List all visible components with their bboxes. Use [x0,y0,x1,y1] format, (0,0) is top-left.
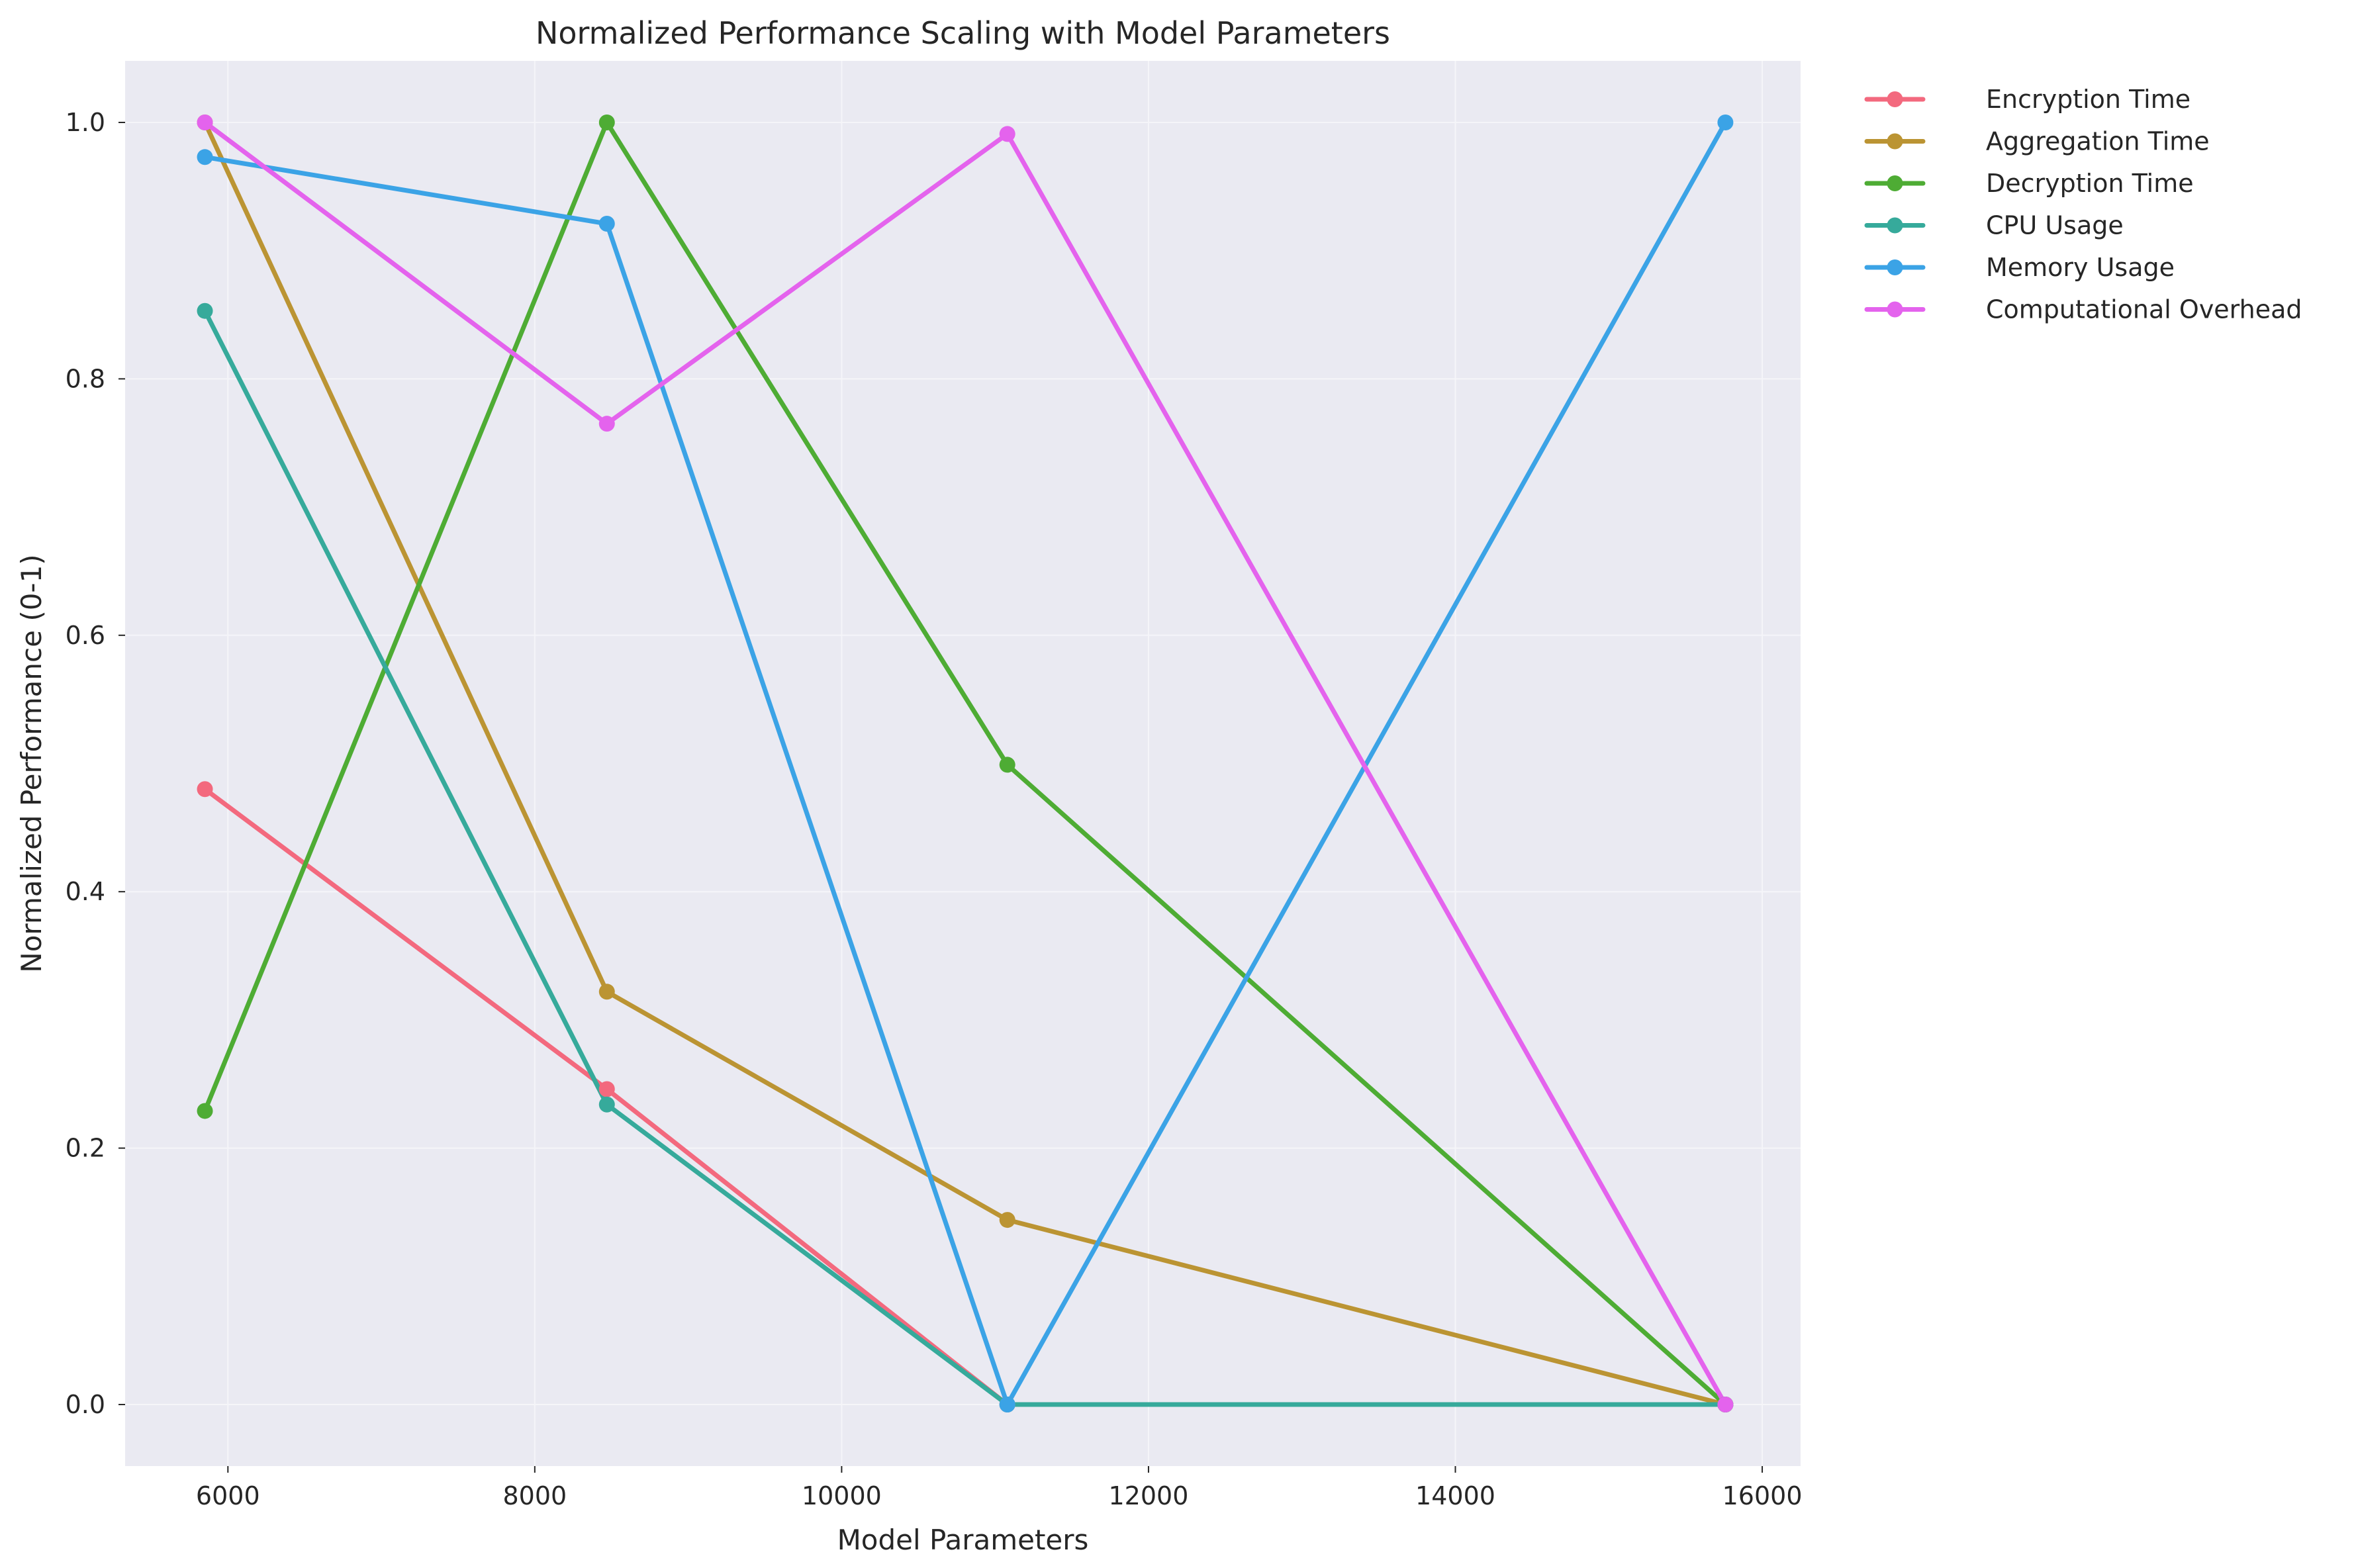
data-point-computational-overhead [197,114,213,130]
y-axis-label: Normalized Performance (0-1) [15,554,48,972]
legend: Encryption Time Aggregation Time Decryptio… [1864,85,2302,324]
data-point-memory-usage [197,149,213,165]
legend-label: Encryption Time [1986,85,2190,114]
data-point-encryption-time [197,781,213,798]
y-axis-ticks: 0.0 0.2 0.4 0.6 0.8 1.0 [66,108,125,1419]
legend-swatch-marker [1887,91,1903,107]
data-point-decryption-time [197,1103,213,1119]
legend-item-aggregation-time: Aggregation Time [1864,127,2210,156]
y-tick-label: 0.2 [66,1134,105,1163]
data-point-cpu-usage [197,302,213,319]
y-tick-label: 0.0 [66,1390,105,1419]
legend-item-computational-overhead: Computational Overhead [1864,295,2302,324]
series-line-cpu-usage [203,308,1728,1407]
series-line-decryption-time [203,120,1728,1407]
data-point-decryption-time [999,757,1015,773]
x-tick-label: 6000 [196,1481,260,1510]
data-point-computational-overhead [1717,1397,1734,1413]
x-tick-label: 8000 [502,1481,567,1510]
legend-item-encryption-time: Encryption Time [1864,85,2190,114]
legend-swatch-marker [1887,175,1903,191]
data-point-encryption-time [598,1081,615,1097]
data-point-computational-overhead [999,126,1015,142]
x-tick-label: 16000 [1722,1481,1803,1510]
data-point-cpu-usage [598,1096,615,1113]
y-tick-label: 0.4 [66,877,105,906]
data-point-computational-overhead [598,416,615,432]
legend-label: Computational Overhead [1986,295,2302,324]
y-tick-label: 0.8 [66,364,105,393]
x-axis-ticks: 6000 8000 10000 12000 14000 16000 [196,1466,1803,1510]
legend-label: CPU Usage [1986,211,2124,240]
x-tick-label: 12000 [1109,1481,1189,1510]
data-points [197,114,1734,1413]
series-lines [203,120,1728,1407]
legend-item-cpu-usage: CPU Usage [1864,211,2124,240]
data-point-decryption-time [598,114,615,130]
x-tick-label: 14000 [1415,1481,1495,1510]
legend-item-decryption-time: Decryption Time [1864,169,2194,198]
legend-swatch-marker [1887,133,1903,150]
legend-label: Aggregation Time [1986,127,2210,156]
plot-area [125,61,1801,1466]
data-point-memory-usage [1717,114,1734,130]
x-tick-label: 10000 [802,1481,882,1510]
legend-swatch-marker [1887,259,1903,275]
data-point-memory-usage [999,1397,1015,1413]
x-axis-label: Model Parameters [837,1524,1089,1556]
data-point-memory-usage [598,216,615,232]
data-point-aggregation-time [999,1212,1015,1228]
series-line-computational-overhead [203,120,1728,1407]
series-line-aggregation-time [203,120,1728,1407]
grid-lines [125,61,1801,1466]
legend-swatch-marker [1887,217,1903,234]
series-line-memory-usage [203,120,1728,1407]
legend-item-memory-usage: Memory Usage [1864,253,2175,282]
legend-label: Memory Usage [1986,253,2175,282]
chart-title: Normalized Performance Scaling with Mode… [536,15,1390,51]
y-tick-label: 1.0 [66,108,105,137]
legend-label: Decryption Time [1986,169,2194,198]
data-point-aggregation-time [598,984,615,1000]
legend-swatch-marker [1887,301,1903,318]
y-tick-label: 0.6 [66,621,105,650]
